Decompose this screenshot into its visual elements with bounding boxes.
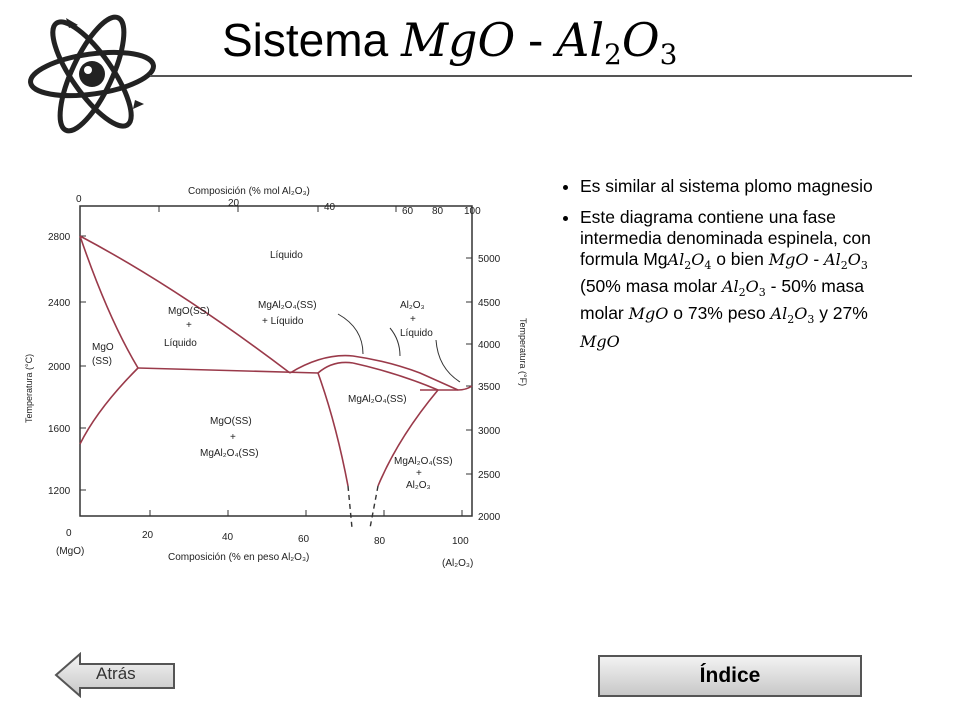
diagram-frame xyxy=(79,205,473,517)
eutectic-line-1 xyxy=(137,367,319,374)
left-axis-label: Temperatura (°C) xyxy=(24,354,34,423)
right-tick: 3500 xyxy=(478,382,501,393)
top-tick: 20 xyxy=(228,198,240,209)
left-arrow-icon xyxy=(54,652,175,698)
pointer-arrows xyxy=(337,313,461,383)
bottom-tick: 60 xyxy=(298,534,310,545)
right-axis-label: Temperatura (°F) xyxy=(518,318,528,386)
top-tick: 80 xyxy=(432,206,444,217)
region-spinel-al2o3: Al₂O₃ xyxy=(406,480,431,491)
left-tick: 2800 xyxy=(48,232,71,243)
top-tick: 60 xyxy=(402,206,414,217)
phase-diagram: Composición (% mol Al₂O₃) 0 20 40 60 80 … xyxy=(24,186,528,569)
page-title: Sistema MgO - Al2O3 xyxy=(222,13,678,71)
title-formula-mgo: MgO xyxy=(400,13,516,67)
bottom-axis-label: Composición (% en peso Al₂O₃) xyxy=(168,552,309,563)
top-tick: 100 xyxy=(464,206,481,217)
region-liquid: Líquido xyxy=(270,250,303,261)
bullet-item: Es similar al sistema plomo magnesio xyxy=(580,176,910,197)
spinel-liquidus xyxy=(289,354,459,391)
right-tick: 2000 xyxy=(478,512,501,523)
left-end-label: (MgO) xyxy=(56,546,84,557)
top-tick: 0 xyxy=(76,194,82,205)
phase-boundaries-dashed xyxy=(347,485,379,529)
bottom-tick: 80 xyxy=(374,536,386,547)
region-spinel-liquid: + Líquido xyxy=(262,316,304,327)
bottom-tick: 40 xyxy=(222,532,234,543)
back-button[interactable] xyxy=(54,652,176,698)
title-formula-al2o3: Al2O3 xyxy=(556,13,678,71)
region-mgo-ss-liquid: + xyxy=(186,320,192,331)
region-mgo-spinel: MgAl₂O₄(SS) xyxy=(200,448,259,459)
top-tick: 40 xyxy=(324,202,336,213)
index-button[interactable]: Índice xyxy=(598,655,862,697)
bullet-item: Este diagrama contiene una fase intermed… xyxy=(580,207,910,352)
region-al2o3-liquid: Al₂O₃ xyxy=(400,300,425,311)
region-spinel-al2o3: + xyxy=(416,468,422,479)
atom-icon xyxy=(28,14,156,134)
right-end-label: (Al₂O₃) xyxy=(442,558,473,569)
bullet-list: Es similar al sistema plomo magnesio Est… xyxy=(540,176,910,362)
region-mgo-ss: MgO xyxy=(92,342,114,353)
right-tick: 2500 xyxy=(478,470,501,481)
region-mgo-ss: (SS) xyxy=(92,356,112,367)
bottom-tick: 100 xyxy=(452,536,469,547)
region-mgo-ss-liquid: MgO(SS) xyxy=(168,306,210,317)
spinel-right-lower xyxy=(377,389,439,487)
region-mgo-spinel: MgO(SS) xyxy=(210,416,252,427)
title-divider xyxy=(150,75,912,77)
bottom-tick: 0 xyxy=(66,528,72,539)
spinel-right-solvus xyxy=(352,362,439,391)
region-spinel-liquid: MgAl₂O₄(SS) xyxy=(258,300,317,311)
left-tick: 1200 xyxy=(48,486,71,497)
right-tick: 4500 xyxy=(478,298,501,309)
top-axis-label: Composición (% mol Al₂O₃) xyxy=(188,186,310,197)
back-button-label[interactable]: Atrás xyxy=(96,664,136,683)
left-tick: 1600 xyxy=(48,424,71,435)
liquidus-mgo xyxy=(79,235,291,374)
right-tick: 4000 xyxy=(478,340,501,351)
bottom-tick: 20 xyxy=(142,530,154,541)
left-tick: 2400 xyxy=(48,298,71,309)
phase-boundaries xyxy=(79,235,473,487)
al2o3-liquidus xyxy=(457,385,473,391)
region-mgo-spinel: + xyxy=(230,432,236,443)
region-mgo-ss-liquid: Líquido xyxy=(164,338,197,349)
solvus-mgo xyxy=(79,367,139,445)
spinel-solidus xyxy=(317,361,354,374)
region-al2o3-liquid: + xyxy=(410,314,416,325)
region-spinel-ss: MgAl₂O₄(SS) xyxy=(348,394,407,405)
region-al2o3-liquid: Líquido xyxy=(400,328,433,339)
right-tick: 5000 xyxy=(478,254,501,265)
right-tick: 3000 xyxy=(478,426,501,437)
solidus-mgo xyxy=(79,235,139,369)
left-tick: 2000 xyxy=(48,362,71,373)
region-spinel-al2o3: MgAl₂O₄(SS) xyxy=(394,456,453,467)
spinel-left-solvus xyxy=(317,372,349,487)
